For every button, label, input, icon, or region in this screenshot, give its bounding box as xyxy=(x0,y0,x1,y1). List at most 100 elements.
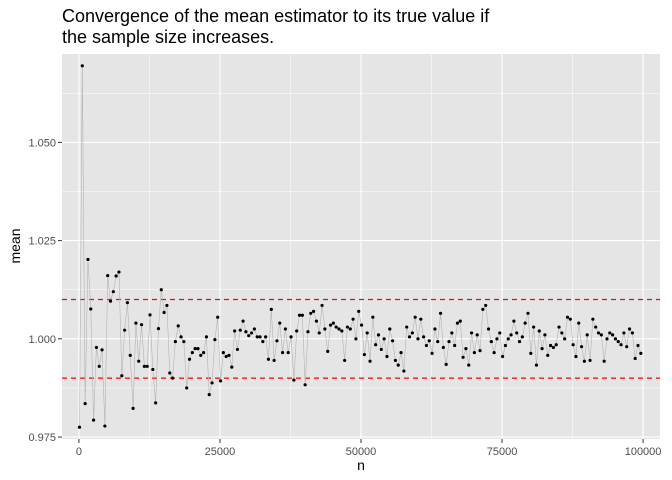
chart-title-line-1: Convergence of the mean estimator to its… xyxy=(62,6,490,26)
data-point xyxy=(376,333,381,337)
data-point xyxy=(585,333,589,337)
data-point xyxy=(430,351,434,355)
data-point xyxy=(444,362,448,366)
data-point xyxy=(156,327,161,331)
series-line xyxy=(79,65,642,428)
data-point xyxy=(402,369,406,373)
data-point xyxy=(461,355,465,359)
data-point xyxy=(103,424,107,428)
data-point xyxy=(173,339,177,344)
data-point xyxy=(453,343,457,348)
data-point xyxy=(216,315,220,319)
data-point xyxy=(89,307,93,311)
data-point xyxy=(162,310,166,315)
data-point xyxy=(340,329,344,333)
data-point xyxy=(517,339,522,344)
data-point xyxy=(537,329,541,333)
data-point xyxy=(427,339,431,343)
data-point xyxy=(486,327,491,331)
data-point xyxy=(591,317,595,321)
data-point xyxy=(619,343,623,347)
data-point xyxy=(235,347,240,352)
data-point xyxy=(436,339,440,344)
data-point xyxy=(278,321,282,325)
data-point xyxy=(328,323,333,327)
data-point xyxy=(314,319,319,323)
data-point xyxy=(258,335,262,339)
data-point xyxy=(244,330,248,334)
data-point xyxy=(139,323,144,327)
data-point xyxy=(91,418,96,422)
data-point xyxy=(187,357,192,361)
data-point xyxy=(503,343,508,348)
x-tick-label: 25000 xyxy=(205,446,236,458)
data-point xyxy=(120,374,124,378)
data-point xyxy=(455,321,460,325)
data-point xyxy=(622,331,626,335)
data-point xyxy=(261,339,265,344)
data-point xyxy=(266,357,271,361)
data-point xyxy=(357,309,361,313)
data-point xyxy=(94,345,99,350)
data-point xyxy=(295,329,299,333)
data-point xyxy=(97,364,101,368)
data-point xyxy=(210,381,214,385)
x-axis-label: n xyxy=(357,457,365,473)
data-point xyxy=(495,337,499,341)
data-point xyxy=(498,331,502,335)
data-point xyxy=(317,331,321,335)
data-point xyxy=(616,339,620,344)
data-point xyxy=(390,339,395,343)
data-point xyxy=(548,343,553,348)
data-point xyxy=(450,331,454,335)
data-point xyxy=(241,319,245,323)
data-point xyxy=(633,356,637,361)
data-point xyxy=(636,343,640,348)
data-point xyxy=(362,352,366,357)
y-tick-label: 1.000 xyxy=(28,334,56,346)
data-point xyxy=(416,337,420,341)
data-point xyxy=(348,327,352,331)
data-point xyxy=(292,378,296,382)
data-point xyxy=(419,317,423,321)
data-point xyxy=(323,327,327,331)
data-point xyxy=(247,334,251,338)
data-point xyxy=(399,350,403,355)
data-point xyxy=(492,350,496,355)
data-point xyxy=(306,330,310,334)
data-point xyxy=(134,321,138,325)
data-point xyxy=(309,311,313,315)
data-point xyxy=(405,325,409,329)
y-axis-label: mean xyxy=(7,228,23,263)
data-point xyxy=(546,353,550,357)
data-point xyxy=(407,335,412,339)
data-point xyxy=(218,379,223,383)
data-point xyxy=(190,350,194,355)
data-point xyxy=(532,325,536,329)
data-point xyxy=(176,324,180,328)
data-point xyxy=(170,376,175,380)
x-tick-label: 0 xyxy=(76,446,82,458)
data-point xyxy=(571,343,575,347)
data-point xyxy=(165,303,169,308)
data-point xyxy=(337,327,341,331)
data-point xyxy=(326,349,330,353)
data-point xyxy=(196,347,200,351)
data-point xyxy=(478,349,482,353)
y-tick-label: 0.975 xyxy=(28,432,56,444)
data-point xyxy=(543,333,547,337)
data-point xyxy=(142,364,146,368)
chart-title-line-2: the sample size increases. xyxy=(62,27,274,47)
data-point xyxy=(269,307,273,311)
data-point xyxy=(441,345,445,350)
data-point xyxy=(264,335,268,339)
data-point xyxy=(86,257,90,262)
data-point xyxy=(159,288,163,292)
data-point xyxy=(560,331,564,335)
data-point xyxy=(388,327,392,331)
data-point xyxy=(515,331,519,335)
data-point xyxy=(230,365,234,369)
data-point xyxy=(320,303,324,308)
data-point xyxy=(145,364,149,368)
